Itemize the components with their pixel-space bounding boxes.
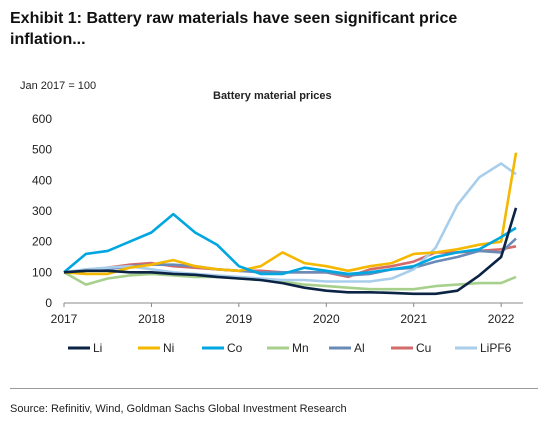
series-line-co: [63, 212, 517, 276]
divider: [10, 388, 538, 389]
y-tick-label: 200: [32, 235, 52, 249]
legend-label-mn: Mn: [292, 341, 309, 355]
y-tick-label: 0: [45, 296, 52, 310]
legend-label-cu: Cu: [416, 341, 431, 355]
chart-title: Battery material prices: [213, 90, 332, 102]
y-tick-label: 100: [32, 265, 52, 279]
y-tick-label: 600: [32, 112, 52, 126]
legend-label-co: Co: [227, 341, 243, 355]
y-tick-label: 500: [32, 143, 52, 157]
legend-label-lipf6: LiPF6: [480, 341, 512, 355]
exhibit-title: Exhibit 1: Battery raw materials have se…: [10, 10, 458, 48]
x-tick-label: 2018: [138, 312, 165, 326]
x-tick-label: 2019: [226, 312, 253, 326]
legend-label-ni: Ni: [163, 341, 174, 355]
legend-label-li: Li: [93, 341, 102, 355]
source-note: Source: Refinitiv, Wind, Goldman Sachs G…: [10, 403, 347, 415]
x-tick-label: 2020: [313, 312, 340, 326]
line-chart: 0 100 200 300 400 500 600 2017 2018 2019 2020 2021 2…: [32, 112, 523, 355]
x-tick-label: 2017: [51, 312, 78, 326]
series-line-li: [63, 207, 518, 296]
y-tick-label: 300: [32, 204, 52, 218]
series-line-lipf6: [63, 162, 517, 283]
x-tick-label: 2021: [400, 312, 427, 326]
series-line-ni: [63, 152, 518, 276]
unit-label: Jan 2017 = 100: [20, 80, 97, 92]
legend-label-al: Al: [354, 341, 365, 355]
y-tick-label: 400: [32, 173, 52, 187]
series-line-mn: [63, 271, 517, 291]
x-tick-label: 2022: [488, 312, 515, 326]
